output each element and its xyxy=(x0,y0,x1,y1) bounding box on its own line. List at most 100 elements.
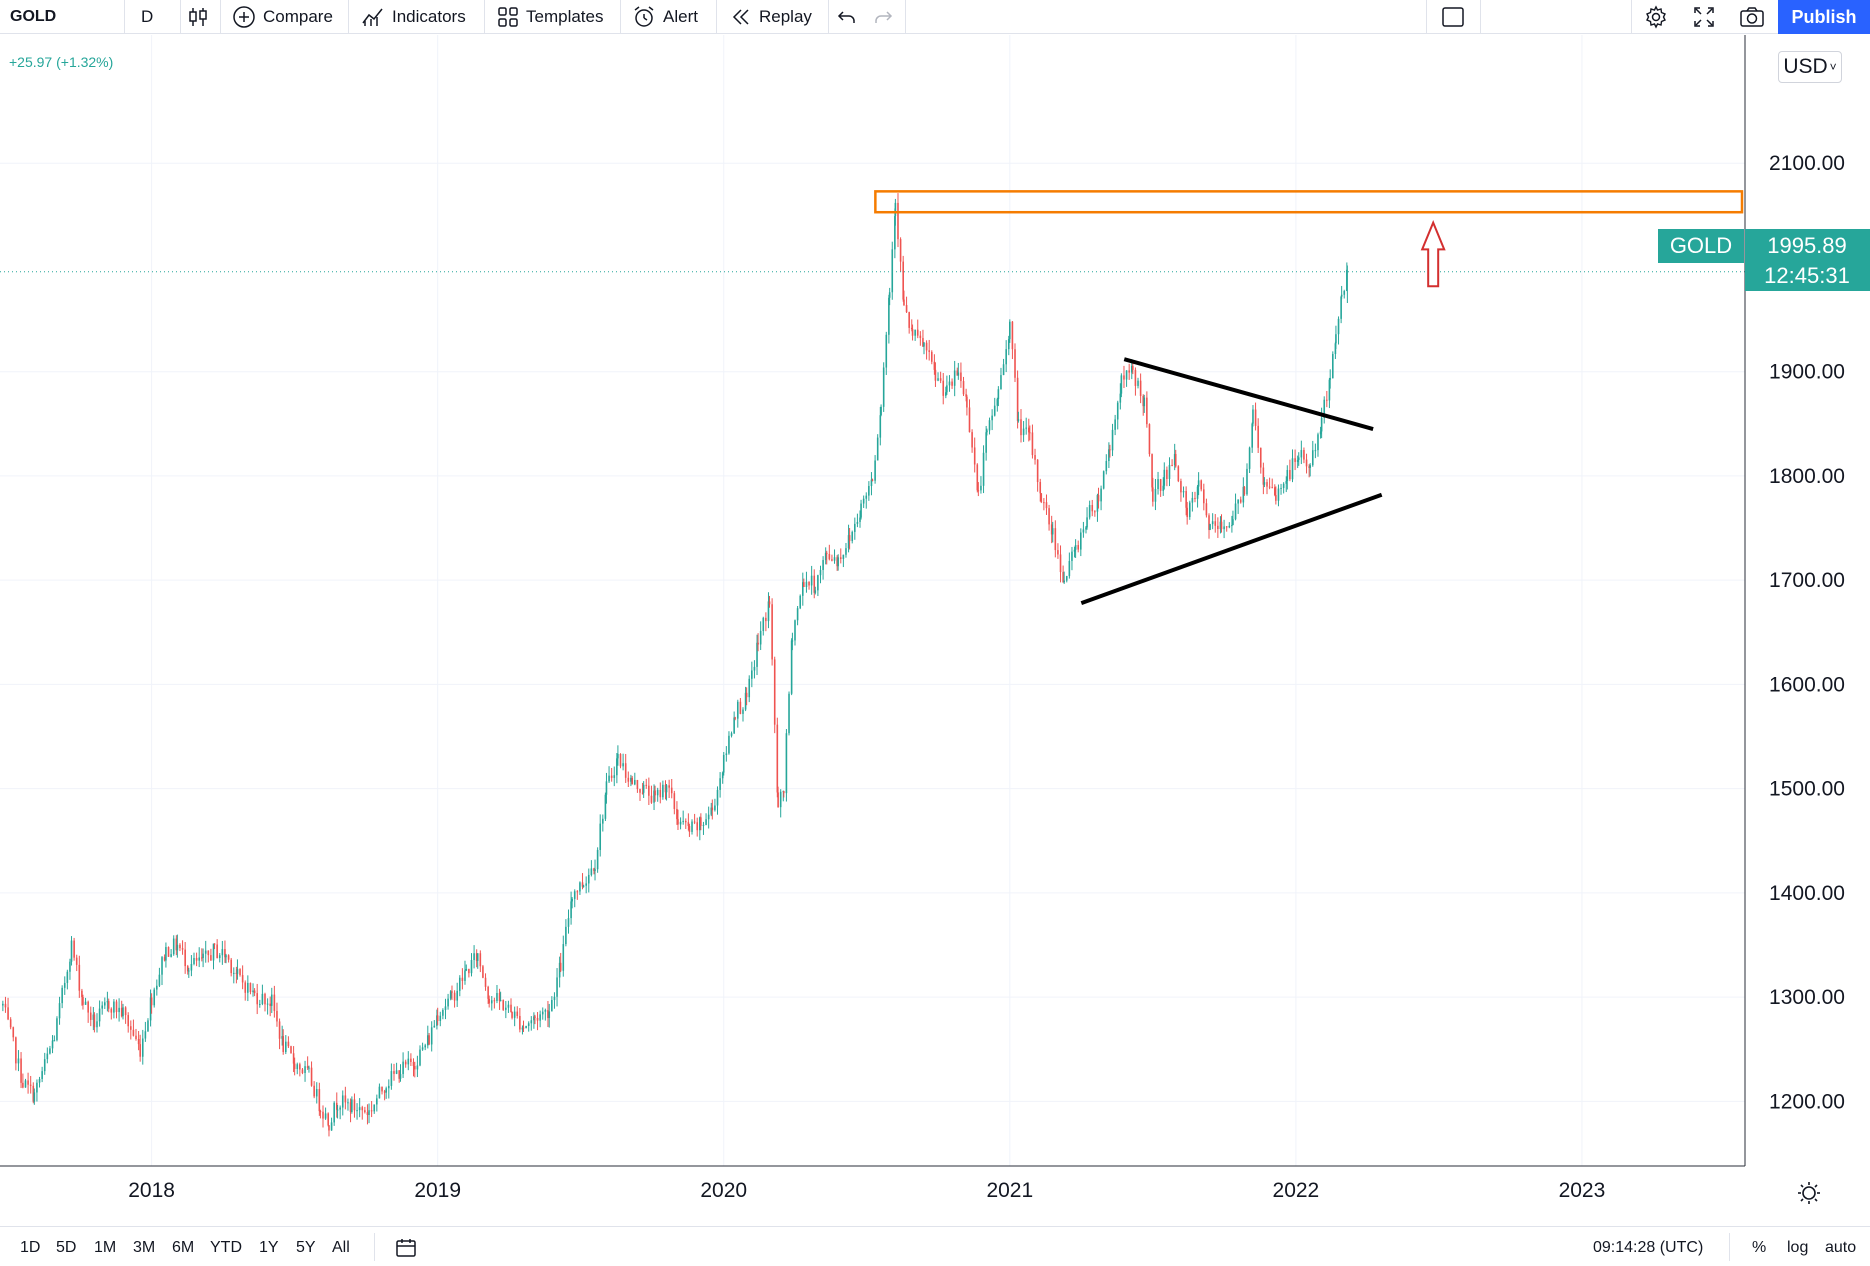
price-axis[interactable]: 1200.00 1300.00 1400.00 1500.00 1600.00 1700.… xyxy=(1769,152,1845,1113)
indicators-label: Indicators xyxy=(392,7,466,26)
last-price-label: 1995.89 xyxy=(1767,233,1847,258)
candle-body xyxy=(899,239,902,262)
range-5d[interactable]: 5D xyxy=(56,1239,77,1256)
undo-button[interactable] xyxy=(836,0,858,34)
candle-body xyxy=(310,1067,313,1086)
candle-body xyxy=(1277,488,1280,501)
range-3m[interactable]: 3M xyxy=(133,1239,156,1256)
candle-body xyxy=(193,957,195,964)
candle-body xyxy=(1291,458,1294,480)
candle-body xyxy=(1174,453,1177,467)
axis-settings-button[interactable] xyxy=(1798,1182,1820,1204)
candle-body xyxy=(421,1047,424,1050)
candle-body xyxy=(9,1019,12,1028)
candle-body xyxy=(725,753,728,755)
settings-button[interactable] xyxy=(1644,0,1668,34)
candle-body xyxy=(790,640,793,694)
candle-body xyxy=(991,415,993,421)
candle-body xyxy=(1346,269,1348,291)
candle-body xyxy=(163,957,166,961)
candle-body xyxy=(110,1008,113,1013)
candle-body xyxy=(773,659,776,725)
layout-button[interactable] xyxy=(1441,0,1465,34)
candle-body xyxy=(700,817,702,826)
candle-body xyxy=(894,202,897,217)
candle-body xyxy=(333,1102,335,1123)
candle-body xyxy=(353,1099,356,1111)
range-1y[interactable]: 1Y xyxy=(259,1239,279,1256)
percent-toggle[interactable]: % xyxy=(1752,1239,1767,1256)
candle-body xyxy=(619,754,622,767)
chart-type-button[interactable] xyxy=(187,0,209,34)
log-toggle[interactable]: log xyxy=(1787,1239,1809,1256)
candle-body xyxy=(1005,349,1007,365)
calendar-icon[interactable] xyxy=(395,1237,417,1259)
candle-body xyxy=(433,1025,436,1028)
range-1d[interactable]: 1D xyxy=(20,1239,41,1256)
candle-body xyxy=(808,581,810,586)
replay-button[interactable]: Replay xyxy=(730,0,812,34)
range-1m[interactable]: 1M xyxy=(94,1239,117,1256)
candle-body xyxy=(945,392,947,396)
symbol-search-button[interactable]: GOLD xyxy=(10,0,56,34)
candle-body xyxy=(894,216,896,250)
candle-body xyxy=(1314,450,1317,452)
compare-button[interactable]: Compare xyxy=(232,0,333,34)
fullscreen-button[interactable] xyxy=(1693,0,1715,34)
candle-body xyxy=(721,772,724,779)
publish-button[interactable]: Publish xyxy=(1778,0,1870,34)
candle-body xyxy=(383,1091,386,1093)
candle-body xyxy=(120,1007,123,1017)
toolbar-divider xyxy=(828,0,829,34)
candle-body xyxy=(656,789,659,796)
candle-body xyxy=(315,1089,318,1097)
candle-body xyxy=(366,1112,369,1115)
candle-body xyxy=(287,1041,290,1047)
candle-body xyxy=(282,1036,285,1052)
range-all[interactable]: All xyxy=(332,1239,350,1256)
candle-body xyxy=(530,1020,533,1024)
candle-body xyxy=(1319,431,1322,435)
price-chart[interactable]: 1200.00 1300.00 1400.00 1500.00 1600.00 1700.… xyxy=(0,35,1870,1226)
interval-button[interactable]: D xyxy=(141,0,153,34)
bottom-toolbar: 1D 5D 1M 3M 6M YTD 1Y 5Y All 09:14:28 (U… xyxy=(0,1226,1870,1266)
range-5y[interactable]: 5Y xyxy=(296,1239,316,1256)
templates-button[interactable]: Templates xyxy=(497,0,603,34)
candle-body xyxy=(1011,321,1014,350)
candle-body xyxy=(616,758,618,776)
candle-body xyxy=(1171,464,1173,466)
range-6m[interactable]: 6M xyxy=(172,1239,195,1256)
candle-body xyxy=(571,898,573,902)
candle-body xyxy=(627,777,630,782)
currency-selector[interactable]: USD ˅ xyxy=(1778,51,1842,83)
candle-body xyxy=(475,953,478,961)
candle-body xyxy=(241,975,244,983)
candle-body xyxy=(908,312,910,328)
candle-body xyxy=(81,990,83,998)
candle-body xyxy=(201,957,203,959)
candle-body xyxy=(925,342,928,351)
chart-grid xyxy=(0,35,1745,1166)
candle-body xyxy=(825,552,828,555)
candle-body xyxy=(939,378,942,381)
candle-body xyxy=(1048,508,1050,525)
candle-body xyxy=(1246,468,1248,495)
candle-body xyxy=(458,977,461,991)
candle-body xyxy=(1328,379,1331,401)
undo-icon xyxy=(837,11,855,23)
utc-clock[interactable]: 09:14:28 (UTC) xyxy=(1593,1239,1704,1256)
range-ytd[interactable]: YTD xyxy=(210,1239,242,1256)
time-axis[interactable]: 2018 2019 2020 2021 2022 2023 xyxy=(128,1179,1605,1202)
alert-button[interactable]: Alert xyxy=(632,0,698,34)
y-tick-label: 1700.00 xyxy=(1769,569,1845,592)
indicators-button[interactable]: Indicators xyxy=(361,0,466,34)
x-tick-label: 2018 xyxy=(128,1179,175,1202)
auto-toggle[interactable]: auto xyxy=(1825,1239,1857,1256)
candle-body xyxy=(487,986,489,999)
snapshot-button[interactable] xyxy=(1739,0,1765,34)
candle-body xyxy=(986,430,988,433)
candle-body xyxy=(802,582,804,596)
candle-body xyxy=(344,1095,347,1103)
redo-button[interactable] xyxy=(872,0,894,34)
candle-body xyxy=(673,793,676,809)
